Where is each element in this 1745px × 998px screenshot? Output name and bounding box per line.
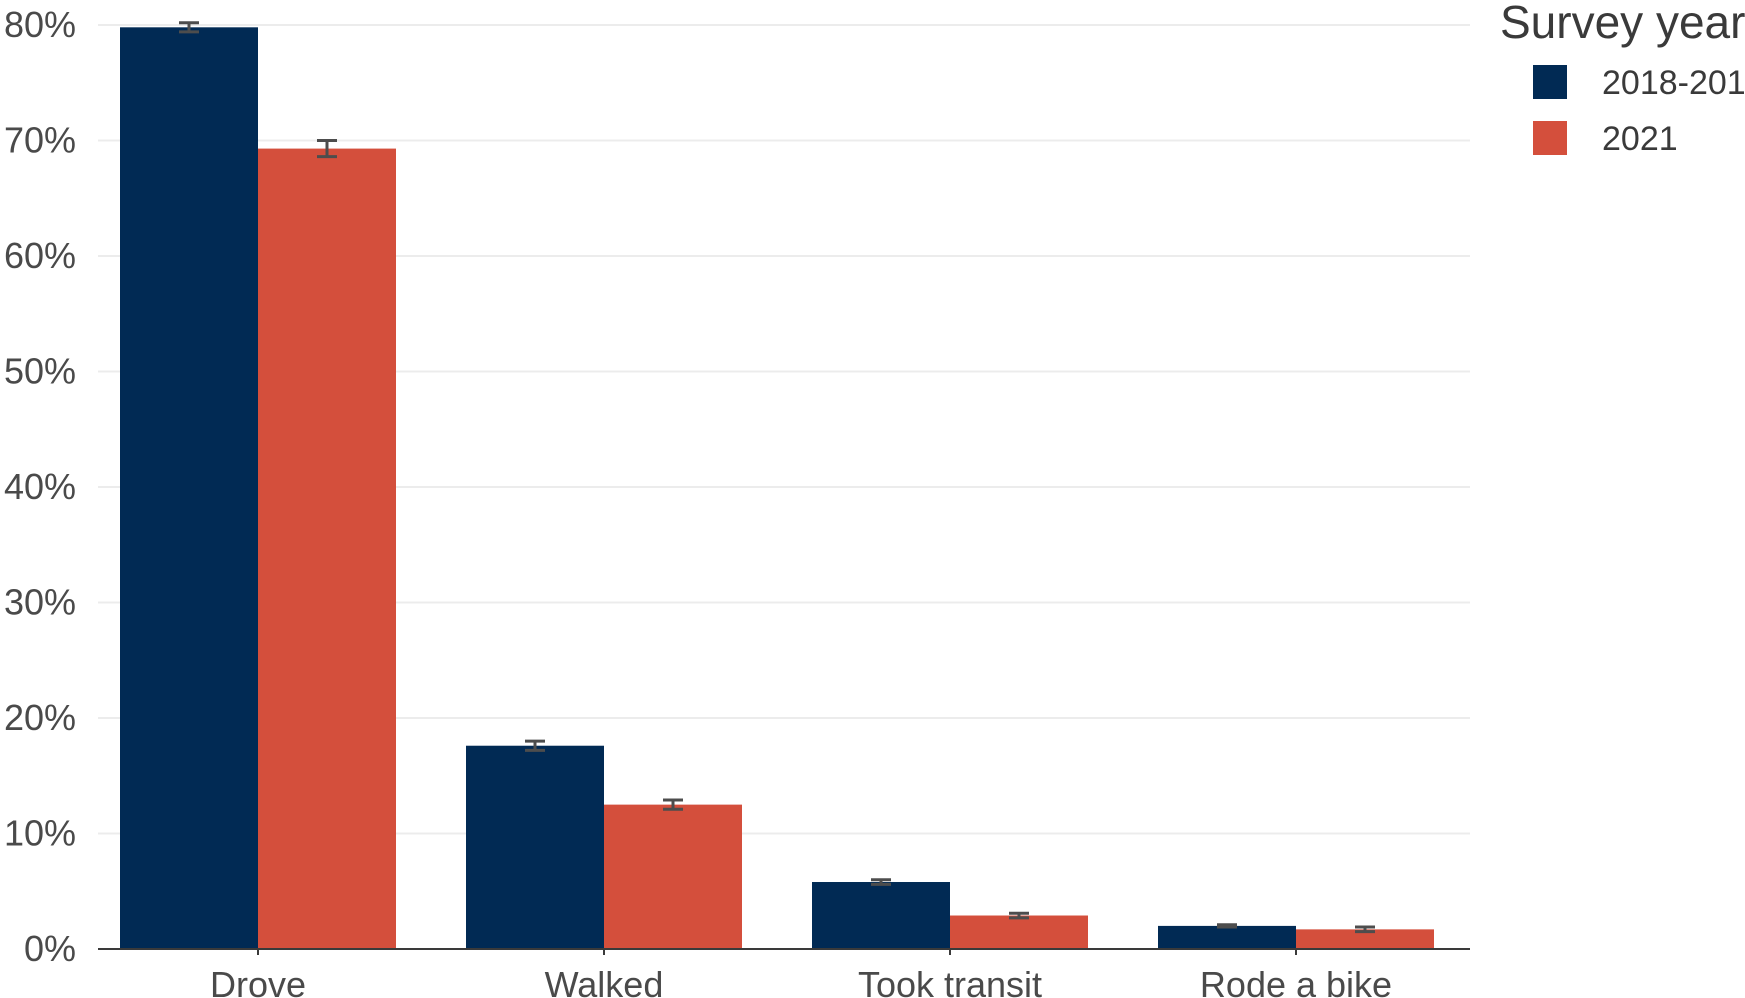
error-bar xyxy=(663,798,683,811)
error-bar xyxy=(317,139,337,159)
y-tick-label: 30% xyxy=(4,582,76,623)
y-tick-label: 50% xyxy=(4,351,76,392)
y-tick-label: 70% xyxy=(4,120,76,161)
y-tick-label: 40% xyxy=(4,466,76,507)
error-bar xyxy=(525,739,545,752)
error-bar xyxy=(1217,923,1237,929)
bar-rode-a-bike-2018-2019 xyxy=(1158,925,1296,949)
error-bar xyxy=(1009,911,1029,920)
legend-swatch-2018-2019 xyxy=(1533,65,1567,99)
x-tick-label: Walked xyxy=(545,964,664,998)
error-bar xyxy=(1355,925,1375,934)
x-tick-label: Rode a bike xyxy=(1200,964,1392,998)
x-axis-tick-labels: Drove Walked Took transit Rode a bike xyxy=(210,949,1392,998)
bar-rode-a-bike-2021 xyxy=(1296,929,1434,949)
legend: Survey year 2018-2019 2021 xyxy=(1500,0,1745,158)
legend-label-2018-2019: 2018-2019 xyxy=(1602,64,1745,102)
error-bar xyxy=(179,21,199,34)
x-tick-label: Took transit xyxy=(858,964,1042,998)
y-tick-label: 80% xyxy=(4,4,76,45)
bar-walked-2021 xyxy=(604,804,742,949)
y-tick-label: 10% xyxy=(4,813,76,854)
y-tick-label: 20% xyxy=(4,697,76,738)
error-bar xyxy=(871,878,891,886)
bar-walked-2018-2019 xyxy=(466,745,604,949)
bar-drove-2021 xyxy=(258,148,396,949)
y-tick-label: 0% xyxy=(24,928,76,969)
bar-drove-2018-2019 xyxy=(120,27,258,950)
legend-title: Survey year xyxy=(1500,0,1745,48)
legend-swatch-2021 xyxy=(1533,121,1567,155)
legend-label-2021: 2021 xyxy=(1602,120,1678,158)
y-tick-label: 60% xyxy=(4,235,76,276)
error-bars xyxy=(179,21,1375,934)
y-axis-tick-labels: 0% 10% 20% 30% 40% 50% 60% 70% 80% xyxy=(4,4,76,969)
bar-took-transit-2018-2019 xyxy=(812,882,950,949)
bar-took-transit-2021 xyxy=(950,915,1088,949)
bars xyxy=(120,27,1434,950)
x-tick-label: Drove xyxy=(210,964,306,998)
